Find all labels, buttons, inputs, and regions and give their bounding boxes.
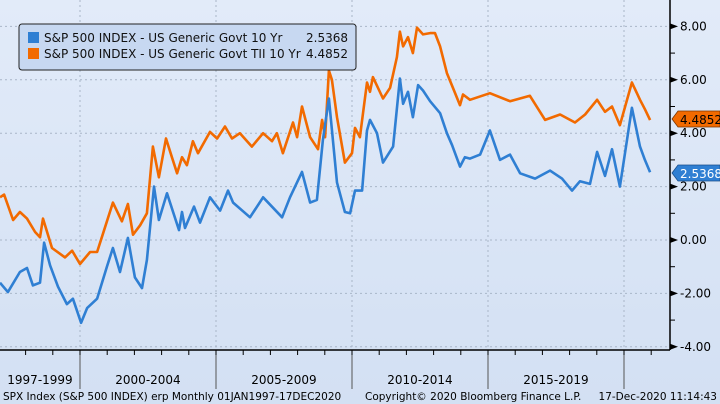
last-value-tag-govt-tii-10yr: 4.4852: [671, 110, 720, 128]
footer-copyright: Copyright© 2020 Bloomberg Finance L.P.: [365, 391, 581, 403]
legend-swatch-govt-10yr: [28, 32, 39, 43]
y-tick-marker: [670, 290, 678, 297]
legend-label-govt-tii-10yr: S&P 500 INDEX - US Generic Govt TII 10 Y…: [44, 47, 301, 61]
x-period-label: 2005-2009: [251, 373, 316, 387]
y-tick-label: 2.00: [680, 180, 707, 194]
y-tick-marker: [670, 237, 678, 243]
last-value-govt: 2.5368: [680, 167, 720, 181]
y-tick-marker: [670, 343, 678, 350]
series-line-govt-tii-10yr: [0, 26, 652, 266]
footer-timestamp: 17-Dec-2020 11:14:43: [599, 391, 717, 403]
y-tick-label: 0.00: [680, 233, 707, 247]
last-value-tii: 4.4852: [680, 113, 720, 127]
footer: SPX Index (S&P 500 INDEX) erp Monthly 01…: [3, 391, 717, 403]
y-tick-marker: [670, 130, 678, 137]
footer-security: SPX Index (S&P 500 INDEX) erp Monthly 01…: [3, 391, 341, 403]
x-period-label: 1997-1999: [7, 373, 72, 387]
legend-value-govt-10yr: 2.5368: [306, 31, 348, 45]
y-tick-marker: [670, 183, 678, 190]
x-period-label: 2015-2019: [523, 373, 588, 387]
y-tick-marker: [670, 23, 678, 30]
series-lines: [0, 26, 652, 325]
legend-box: [18, 23, 357, 71]
y-tick-label: -4.00: [680, 340, 711, 354]
x-period-label: 2000-2004: [115, 373, 180, 387]
series-line-govt-10yr: [0, 77, 652, 325]
legend-label-govt-10yr: S&P 500 INDEX - US Generic Govt 10 Yr: [44, 31, 283, 45]
x-period-label: 2010-2014: [387, 373, 452, 387]
y-tick-label: 8.00: [680, 19, 707, 33]
y-tick-label: -2.00: [680, 286, 711, 300]
y-tick-label: 4.00: [680, 126, 707, 140]
axes: 8.00 6.00 4.00 2.00 0.00 -2.00 -4.00 1997-1999 2…: [0, 0, 711, 389]
legend-value-govt-tii-10yr: 4.4852: [306, 47, 348, 61]
y-tick-label: 6.00: [680, 73, 707, 87]
last-value-tag-govt-10yr: 2.5368: [671, 164, 720, 182]
legend-swatch-govt-tii-10yr: [28, 48, 39, 59]
y-tick-marker: [670, 76, 678, 83]
legend: S&P 500 INDEX - US Generic Govt 10 Yr 2.…: [18, 23, 357, 71]
